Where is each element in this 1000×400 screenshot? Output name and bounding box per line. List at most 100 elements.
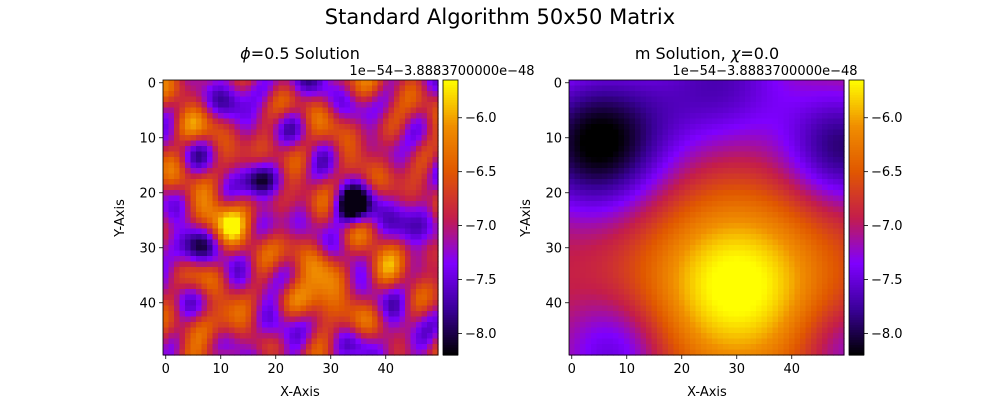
heatmap-cell [179,107,186,114]
heatmap-cell [585,294,592,301]
heatmap-cell [399,113,406,120]
heatmap-cell [684,316,691,323]
heatmap-cell [684,223,691,230]
heatmap-cell [585,184,592,191]
heatmap-cell [783,223,790,230]
heatmap-cell [734,305,741,312]
heatmap-cell [251,162,258,169]
heatmap-cell [690,250,697,257]
heatmap-cell [306,316,313,323]
heatmap-cell [635,234,642,241]
heatmap-cell [185,212,192,219]
colorbar-segment [443,325,458,329]
heatmap-cell [273,140,280,147]
heatmap-cell [580,256,587,263]
heatmap-cell [328,146,335,153]
heatmap-cell [273,327,280,334]
heatmap-cell [695,168,702,175]
heatmap-cell [706,157,713,164]
heatmap-cell [245,250,252,257]
heatmap-cell [811,212,818,219]
heatmap-cell [838,140,845,147]
heatmap-cell [185,333,192,340]
heatmap-cell [223,190,230,197]
heatmap-cell [822,140,829,147]
heatmap-cell [410,102,417,109]
heatmap-cell [574,289,581,296]
heatmap-cell [427,91,434,98]
heatmap-cell [163,157,170,164]
heatmap-cell [640,250,647,257]
heatmap-cell [416,184,423,191]
heatmap-cell [789,267,796,274]
heatmap-cell [333,140,340,147]
heatmap-cell [816,195,823,202]
heatmap-cell [212,223,219,230]
heatmap-cell [745,333,752,340]
heatmap-cell [596,294,603,301]
heatmap-cell [717,289,724,296]
heatmap-cell [701,113,708,120]
heatmap-cell [339,283,346,290]
colorbar-segment [443,305,458,309]
heatmap-plot-area-phi [162,79,439,356]
heatmap-cell [174,217,181,224]
heatmap-cell [234,261,241,268]
heatmap-cell [223,80,230,87]
heatmap-cell [427,184,434,191]
heatmap-cell [816,140,823,147]
heatmap-cell [569,113,576,120]
heatmap-cell [366,212,373,219]
heatmap-cell [284,349,291,356]
heatmap-cell [256,173,263,180]
heatmap-cell [657,107,664,114]
heatmap-cell [328,349,335,356]
heatmap-cell [289,267,296,274]
heatmap-cell [240,91,247,98]
heatmap-cell [328,201,335,208]
heatmap-cell [789,234,796,241]
heatmap-cell [168,256,175,263]
heatmap-cell [574,278,581,285]
heatmap-cell [734,316,741,323]
heatmap-cell [701,333,708,340]
heatmap-cell [695,272,702,279]
heatmap-cell [405,344,412,351]
heatmap-cell [196,316,203,323]
heatmap-cell [838,102,845,109]
heatmap-cell [240,140,247,147]
heatmap-cell [750,261,757,268]
heatmap-cell [794,162,801,169]
heatmap-cell [838,151,845,158]
heatmap-cell [421,129,428,136]
heatmap-cell [783,212,790,219]
heatmap-cell [805,168,812,175]
heatmap-cell [574,179,581,186]
heatmap-cell [267,338,274,345]
heatmap-cell [684,239,691,246]
heatmap-cell [827,173,834,180]
heatmap-cell [624,195,631,202]
heatmap-cell [827,168,834,175]
heatmap-cell [750,184,757,191]
heatmap-cell [240,107,247,114]
heatmap-cell [350,327,357,334]
heatmap-cell [651,113,658,120]
heatmap-cell [816,113,823,120]
heatmap-cell [201,250,208,257]
heatmap-cell [240,239,247,246]
heatmap-cell [585,201,592,208]
heatmap-cell [355,311,362,318]
heatmap-cell [833,151,840,158]
heatmap-cell [602,124,609,131]
heatmap-cell [706,217,713,224]
heatmap-cell [646,289,653,296]
heatmap-cell [657,283,664,290]
heatmap-cell [816,157,823,164]
heatmap-cell [218,107,225,114]
heatmap-cell [684,206,691,213]
heatmap-cell [728,184,735,191]
heatmap-cell [289,217,296,224]
heatmap-cell [602,173,609,180]
heatmap-cell [295,206,302,213]
